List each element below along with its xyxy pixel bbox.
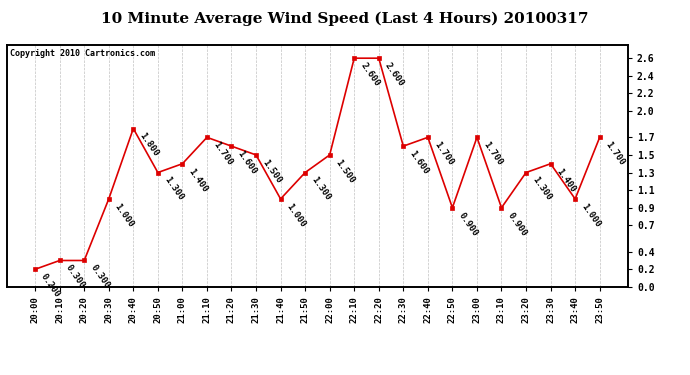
Text: 0.900: 0.900 (506, 210, 529, 238)
Text: 1.000: 1.000 (285, 202, 308, 229)
Text: 1.600: 1.600 (408, 149, 431, 176)
Text: 1.500: 1.500 (334, 158, 357, 185)
Text: 1.700: 1.700 (432, 140, 455, 167)
Text: 0.300: 0.300 (88, 263, 111, 291)
Text: 2.600: 2.600 (358, 61, 381, 88)
Text: 0.900: 0.900 (457, 210, 480, 238)
Text: 1.800: 1.800 (137, 131, 160, 159)
Text: Copyright 2010 Cartronics.com: Copyright 2010 Cartronics.com (10, 49, 155, 58)
Text: 2.600: 2.600 (383, 61, 406, 88)
Text: 1.500: 1.500 (260, 158, 283, 185)
Text: 1.300: 1.300 (309, 175, 332, 202)
Text: 1.000: 1.000 (580, 202, 602, 229)
Text: 1.400: 1.400 (555, 166, 578, 194)
Text: 1.600: 1.600 (236, 149, 259, 176)
Text: 10 Minute Average Wind Speed (Last 4 Hours) 20100317: 10 Minute Average Wind Speed (Last 4 Hou… (101, 11, 589, 26)
Text: 1.000: 1.000 (113, 202, 136, 229)
Text: 1.300: 1.300 (530, 175, 553, 202)
Text: 1.400: 1.400 (186, 166, 209, 194)
Text: 1.300: 1.300 (162, 175, 185, 202)
Text: 1.700: 1.700 (481, 140, 504, 167)
Text: 1.700: 1.700 (211, 140, 234, 167)
Text: 1.700: 1.700 (604, 140, 627, 167)
Text: 0.300: 0.300 (64, 263, 87, 291)
Text: 0.200: 0.200 (39, 272, 62, 299)
